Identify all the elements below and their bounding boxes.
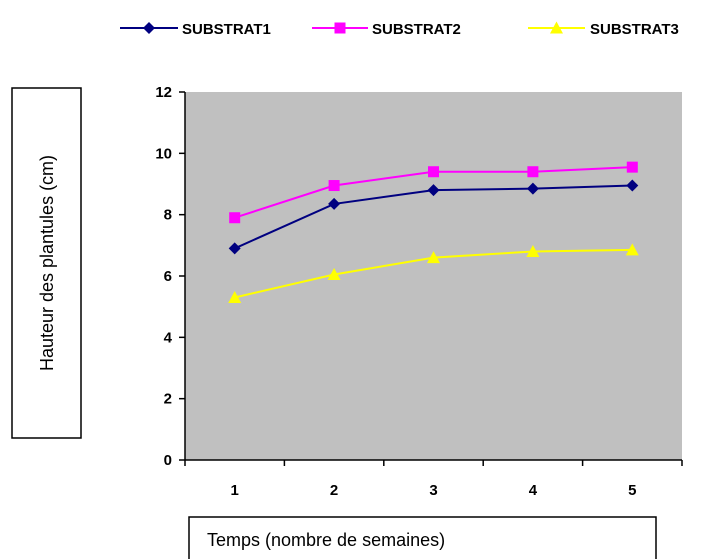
data-point — [428, 166, 439, 178]
y-tick-label: 6 — [164, 268, 172, 285]
legend-entry: SUBSTRAT1 — [120, 21, 271, 38]
y-axis-title: Hauteur des plantules (cm) — [37, 155, 57, 371]
x-tick-label: 4 — [529, 482, 538, 499]
legend-marker — [550, 21, 563, 34]
x-tick-label: 3 — [429, 482, 437, 499]
y-tick-label: 10 — [155, 145, 172, 162]
y-axis-title-box — [11, 87, 82, 439]
x-tick-label: 5 — [628, 482, 636, 499]
data-point — [229, 212, 241, 224]
series-substrat3 — [228, 243, 639, 303]
legend: SUBSTRAT1 SUBSTRAT2 SUBSTRAT3 — [120, 21, 679, 38]
legend-entry: SUBSTRAT2 — [312, 21, 461, 38]
data-point — [626, 161, 638, 173]
data-point — [625, 243, 639, 256]
data-point — [228, 242, 241, 255]
data-point — [328, 197, 341, 210]
y-tick-label: 12 — [155, 84, 172, 101]
legend-label: SUBSTRAT2 — [372, 21, 461, 38]
y-tick-label: 0 — [164, 452, 172, 469]
y-tick-label: 8 — [164, 207, 172, 224]
plot-area — [185, 92, 682, 460]
series-substrat1 — [228, 179, 639, 255]
x-axis-title: Temps (nombre de semaines) — [207, 530, 445, 550]
x-tick-label: 2 — [330, 482, 338, 499]
legend-entry: SUBSTRAT3 — [528, 21, 679, 38]
series-layer — [228, 161, 639, 303]
legend-label: SUBSTRAT1 — [182, 21, 271, 38]
data-point — [328, 180, 340, 192]
data-point — [427, 184, 440, 197]
legend-marker — [334, 22, 346, 34]
series-substrat2 — [229, 161, 638, 224]
x-axis-title-box — [188, 516, 657, 559]
legend-label: SUBSTRAT3 — [590, 21, 679, 38]
data-point — [526, 244, 540, 257]
data-point — [228, 290, 242, 303]
data-point — [427, 251, 440, 264]
y-tick-label: 4 — [164, 329, 173, 346]
x-tick-label: 1 — [231, 482, 239, 499]
data-point — [327, 267, 341, 280]
data-point — [527, 166, 539, 178]
data-point — [526, 182, 539, 195]
data-point — [626, 179, 639, 192]
legend-marker — [143, 22, 155, 34]
y-tick-label: 2 — [164, 391, 172, 408]
